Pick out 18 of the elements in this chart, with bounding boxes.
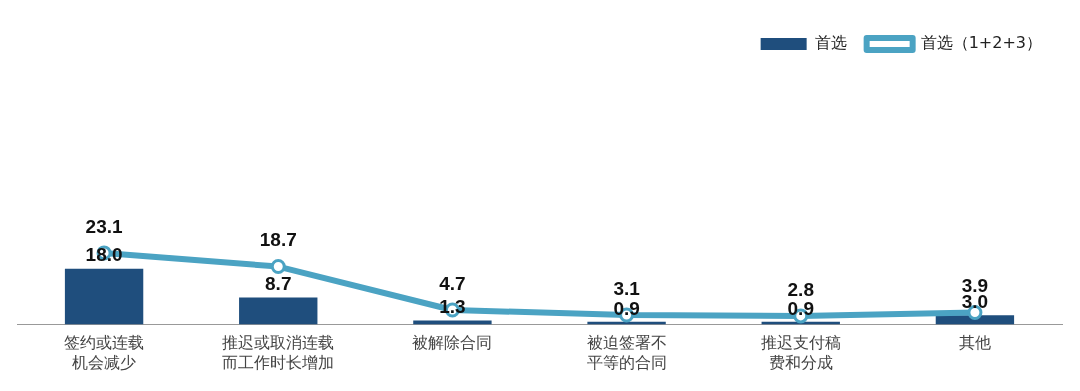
legend-label: 首选（1+2+3） bbox=[920, 33, 1043, 53]
x-tick-label: 被解除合同 bbox=[412, 333, 493, 353]
data-label: 18.7 bbox=[259, 229, 297, 251]
x-tick-label: 签约或连载机会减少 bbox=[64, 333, 145, 372]
x-tick-label: 其他 bbox=[958, 333, 991, 353]
data-label: 3.1 bbox=[613, 277, 641, 299]
bar bbox=[239, 297, 318, 325]
data-label: 4.7 bbox=[439, 272, 466, 294]
x-tick-label: 被迫签署不平等的合同 bbox=[586, 333, 667, 372]
data-label: 3.0 bbox=[961, 291, 989, 313]
x-tick-label: 推迟或取消连载而工作时长增加 bbox=[222, 333, 335, 372]
point bbox=[270, 259, 286, 275]
x-tick-label: 推迟支付稿费和分成 bbox=[760, 333, 841, 372]
data-label: 8.7 bbox=[265, 273, 292, 295]
data-label: 23.1 bbox=[85, 215, 123, 237]
bar bbox=[64, 268, 144, 325]
data-label: 2.8 bbox=[787, 278, 814, 300]
legend-label: 首选 bbox=[814, 33, 847, 53]
